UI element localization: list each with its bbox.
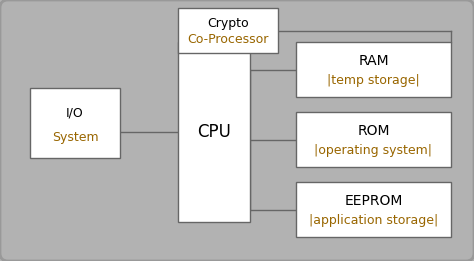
- Text: Crypto: Crypto: [207, 17, 249, 30]
- Text: System: System: [52, 130, 98, 144]
- Text: ROM: ROM: [357, 124, 390, 138]
- Text: |operating system|: |operating system|: [315, 144, 432, 157]
- Text: |temp storage|: |temp storage|: [327, 74, 420, 87]
- Text: |application storage|: |application storage|: [309, 214, 438, 227]
- Bar: [178, 42, 250, 222]
- Text: CPU: CPU: [197, 123, 231, 141]
- Bar: [296, 112, 451, 167]
- Bar: [296, 182, 451, 237]
- Text: Co-Processor: Co-Processor: [187, 33, 269, 46]
- Bar: [178, 8, 278, 53]
- Text: RAM: RAM: [358, 54, 389, 68]
- Text: EEPROM: EEPROM: [344, 194, 403, 208]
- Bar: [30, 88, 120, 158]
- Bar: [296, 42, 451, 97]
- Text: I/O: I/O: [66, 106, 84, 119]
